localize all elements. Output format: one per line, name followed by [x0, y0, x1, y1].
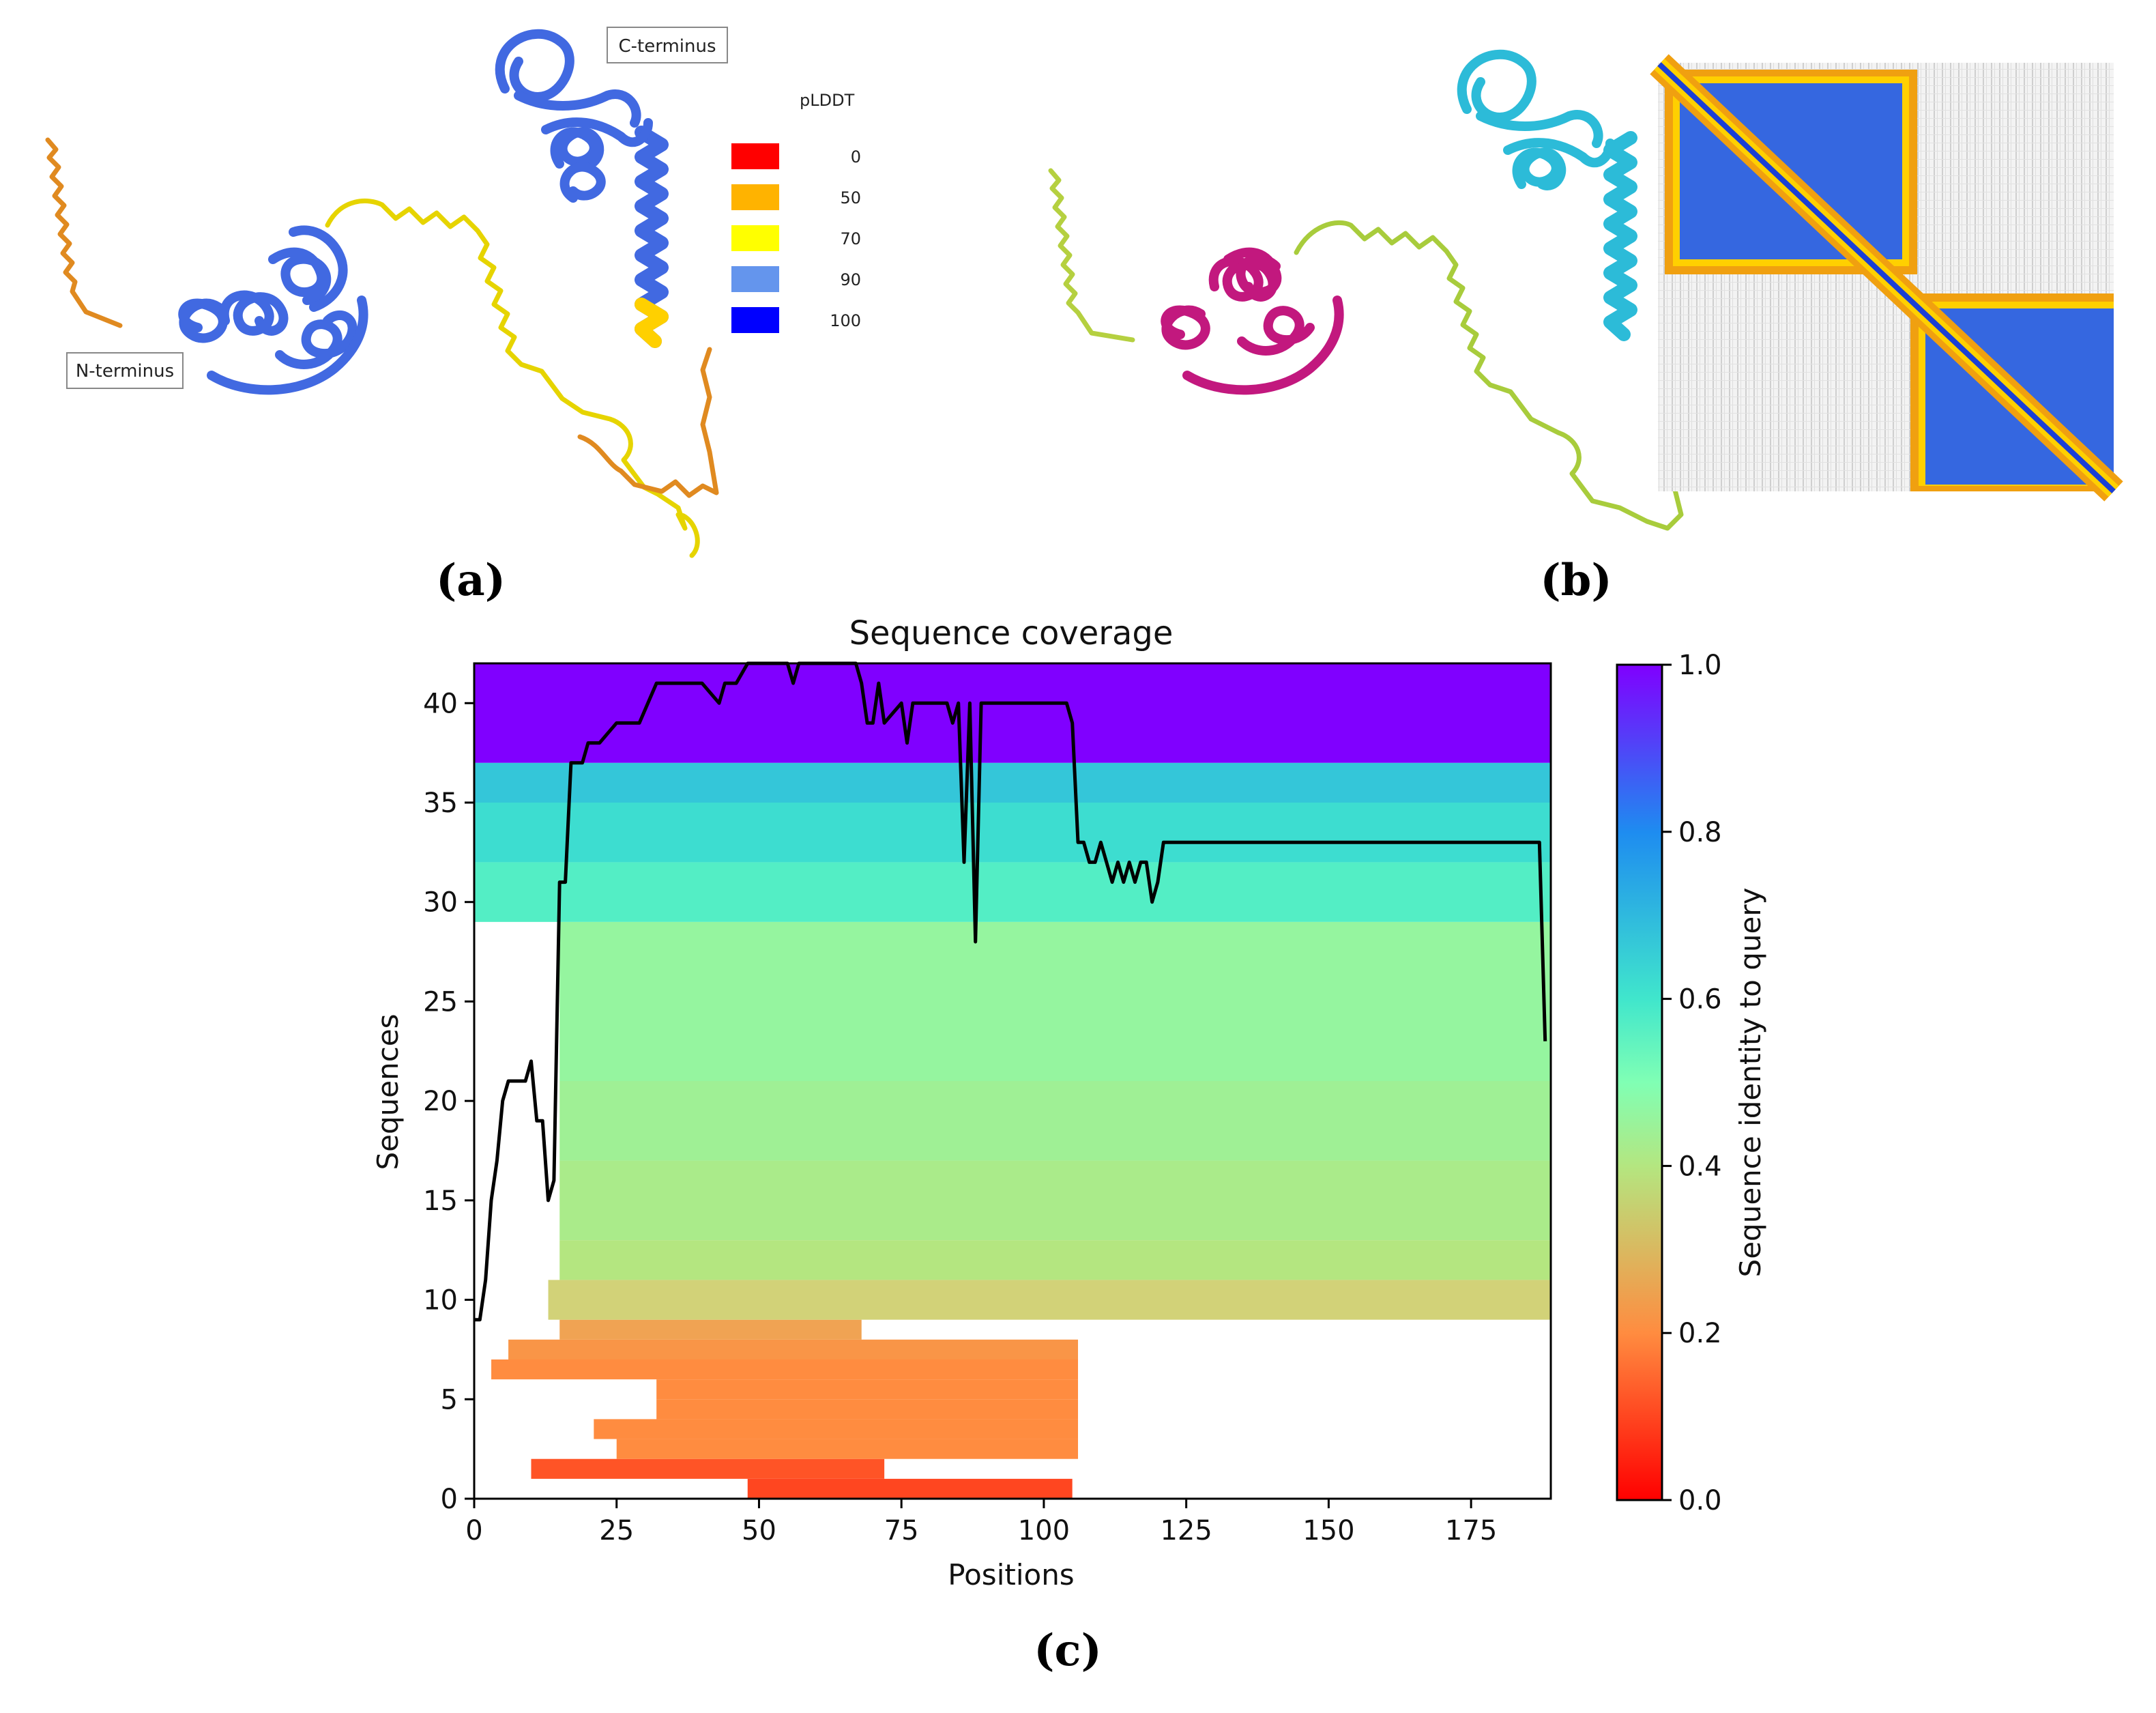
coverage-row	[616, 1439, 1079, 1459]
panel-a: N-terminus C-terminus pLDDT 0 50 70 90 100 (…	[45, 27, 861, 606]
coverage-row	[559, 1081, 1552, 1161]
c-linker-orange	[577, 347, 719, 498]
panel-b: (b)	[1048, 49, 2123, 606]
plddt-swatch	[731, 307, 779, 333]
coverage-row	[474, 862, 1551, 922]
colorbar-tick-label: 0.4	[1678, 1151, 1722, 1182]
protein-structure-domains	[1048, 49, 1684, 531]
chart-title: Sequence coverage	[849, 614, 1174, 652]
b-linker	[1294, 220, 1684, 531]
colorbar-tick-label: 0.0	[1678, 1485, 1722, 1516]
c-helix-lowconf	[635, 298, 669, 348]
b-n-tail	[1048, 168, 1135, 343]
svg-text:N-terminus: N-terminus	[76, 361, 174, 382]
n-terminus-label: N-terminus	[66, 352, 184, 389]
protein-structure-plddt	[45, 29, 719, 558]
x-tick-label: 75	[884, 1515, 919, 1546]
b-domain-1	[1161, 247, 1344, 395]
coverage-row	[474, 663, 1551, 763]
n-domain	[178, 225, 368, 395]
plddt-value: 90	[840, 270, 861, 289]
coverage-row	[531, 1458, 885, 1479]
coverage-row	[474, 762, 1551, 803]
plddt-swatch	[731, 143, 779, 169]
x-tick-label: 50	[742, 1515, 776, 1546]
y-tick-label: 10	[423, 1285, 458, 1316]
panel-a-letter: (a)	[436, 555, 506, 606]
coverage-row	[656, 1379, 1079, 1400]
panel-b-letter: (b)	[1540, 555, 1612, 606]
y-tick-label: 0	[441, 1484, 458, 1515]
plddt-value: 50	[840, 188, 861, 207]
x-tick-label: 25	[599, 1515, 634, 1546]
colorbar-tick-label: 0.6	[1678, 984, 1722, 1016]
x-tick-label: 0	[465, 1515, 482, 1546]
colorbar-label: Sequence identity to query	[1734, 888, 1767, 1278]
plddt-swatch	[731, 184, 779, 210]
y-axis: 0 5 10 15 20 25 30 35 40	[423, 688, 474, 1515]
y-tick-label: 30	[423, 887, 458, 919]
colorbar	[1616, 663, 1663, 1501]
plot-frame	[473, 662, 1552, 1500]
b-domain-2	[1457, 49, 1615, 190]
x-tick-label: 175	[1445, 1515, 1497, 1546]
coverage-row	[474, 803, 1551, 863]
coverage-heatmap	[474, 663, 1552, 1499]
x-tick-label: 100	[1018, 1515, 1070, 1546]
colorbar-ticks: 0.0 0.2 0.4 0.6 0.8 1.0	[1662, 650, 1722, 1516]
y-tick-label: 20	[423, 1086, 458, 1117]
c-domain	[495, 29, 653, 203]
y-axis-label: Sequences	[371, 1013, 405, 1170]
coverage-row	[559, 1240, 1552, 1280]
panel-c: Sequence coverage 0 25 50 75 100 125 150 175 0 5…	[371, 614, 1767, 1676]
coverage-row	[559, 921, 1552, 1081]
plddt-legend-items: 0 50 70 90 100	[731, 143, 861, 333]
svg-text:C-terminus: C-terminus	[618, 36, 716, 57]
pae-heatmap	[1650, 54, 2123, 502]
coverage-row	[656, 1399, 1079, 1420]
plddt-value: 70	[840, 229, 861, 248]
coverage-row	[508, 1339, 1079, 1359]
coverage-row	[559, 1319, 862, 1340]
coverage-row	[594, 1419, 1079, 1439]
colorbar-tick-label: 0.8	[1678, 817, 1722, 848]
plddt-swatch	[731, 225, 779, 251]
colorbar-tick-label: 1.0	[1678, 650, 1722, 681]
n-terminal-tail	[45, 137, 123, 328]
x-tick-label: 125	[1160, 1515, 1212, 1546]
plddt-legend: pLDDT 0 50 70 90 100	[731, 91, 861, 333]
x-axis: 0 25 50 75 100 125 150 175	[465, 1499, 1497, 1546]
y-tick-label: 15	[423, 1185, 458, 1217]
coverage-row	[491, 1359, 1079, 1380]
coverage-row	[559, 1160, 1552, 1241]
y-tick-label: 5	[441, 1384, 458, 1415]
panel-c-letter: (c)	[1034, 1625, 1102, 1676]
x-axis-label: Positions	[948, 1558, 1074, 1592]
coverage-row	[747, 1478, 1073, 1499]
c-terminus-label: C-terminus	[607, 27, 728, 63]
coverage-line	[474, 661, 1547, 1322]
plddt-value: 100	[830, 311, 861, 330]
plddt-swatch	[731, 266, 779, 292]
linker-region	[325, 199, 700, 558]
y-tick-label: 25	[423, 986, 458, 1018]
y-tick-label: 40	[423, 688, 458, 719]
x-tick-label: 150	[1302, 1515, 1354, 1546]
colorbar-tick-label: 0.2	[1678, 1318, 1722, 1349]
coverage-row	[548, 1280, 1551, 1320]
y-tick-label: 35	[423, 788, 458, 819]
b-c-helix	[1603, 131, 1637, 341]
plddt-value: 0	[851, 147, 861, 167]
plddt-legend-title: pLDDT	[800, 91, 855, 110]
